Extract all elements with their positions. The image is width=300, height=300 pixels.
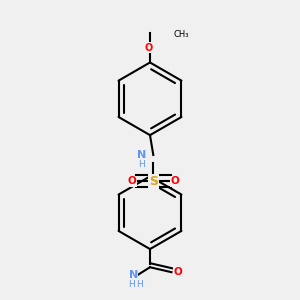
Text: CH₃: CH₃ [173, 30, 189, 39]
Text: O: O [170, 176, 179, 186]
Text: N: N [129, 271, 138, 281]
Text: O: O [128, 176, 136, 186]
Text: O: O [173, 267, 182, 277]
Text: H: H [138, 160, 145, 169]
Text: H: H [128, 280, 135, 289]
Text: O: O [144, 43, 152, 52]
Text: H: H [136, 280, 143, 289]
Text: N: N [137, 150, 146, 160]
Text: S: S [149, 175, 158, 188]
